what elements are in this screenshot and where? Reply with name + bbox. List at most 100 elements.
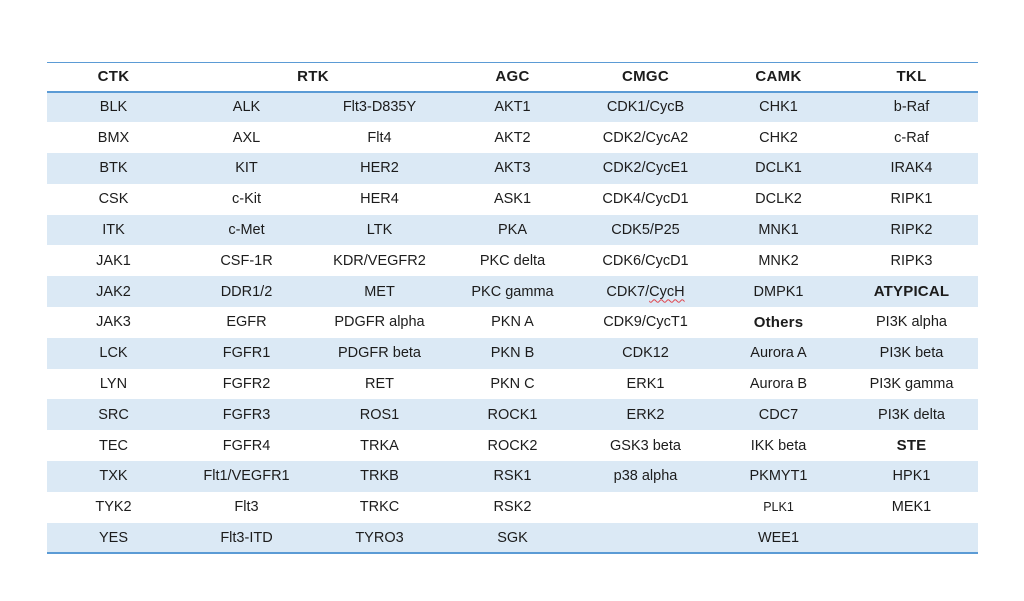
table-cell: MNK1 <box>758 222 799 239</box>
table-cell: TRKB <box>360 468 399 485</box>
table-cell: PKA <box>497 222 527 239</box>
table-cell: CHK2 <box>759 129 798 146</box>
table-cell: HER2 <box>360 160 399 177</box>
table-cell: Flt4 <box>367 129 392 146</box>
column-header-rtk: RTK <box>180 62 446 93</box>
table-cell: MEK1 <box>891 499 932 516</box>
table-cell: SGK <box>497 529 528 546</box>
table-cell: FGFR4 <box>222 437 271 454</box>
table-row: LCK FGFR1 PDGFR beta PKN B CDK12 Aurora A PI3K… <box>47 337 978 369</box>
table-cell: AXL <box>232 129 261 146</box>
table-cell: AKT1 <box>494 99 531 116</box>
table-row: JAK1 CSF-1R KDR/VEGFR2 PKC delta CDK6/CycD1 M… <box>47 245 978 276</box>
spellcheck-underline: CycH <box>649 283 685 300</box>
table-cell: Aurora A <box>750 345 807 362</box>
table-cell: LYN <box>99 376 128 393</box>
table-cell: CDK4/CycD1 <box>602 191 689 208</box>
column-header-tkl: TKL <box>845 62 978 93</box>
table-cell: ERK1 <box>626 376 665 393</box>
column-header-agc: AGC <box>446 62 579 93</box>
table-cell <box>579 492 712 523</box>
table-cell: c-Kit <box>232 191 261 208</box>
table-cell: PDGFR alpha <box>334 314 425 331</box>
table-cell: BTK <box>99 160 128 177</box>
table-cell: RIPK1 <box>890 191 933 208</box>
table-cell: PKN A <box>491 314 534 331</box>
table-body: BLK ALK Flt3-D835Y AKT1 CDK1/CycB CHK1 b-Raf BM… <box>47 91 978 554</box>
table-cell: RSK2 <box>493 499 532 516</box>
table-cell: RIPK3 <box>890 252 933 269</box>
table-cell: AKT2 <box>494 129 531 146</box>
table-row: CSK c-Kit HER4 ASK1 CDK4/CycD1 DCLK2 RIPK1 <box>47 184 978 215</box>
table-cell: PKN C <box>490 376 535 393</box>
table-cell: Aurora B <box>749 376 808 393</box>
table-cell: IKK beta <box>750 437 807 454</box>
table-cell: ERK2 <box>626 406 665 423</box>
table-cell: TEC <box>99 437 128 454</box>
table-cell: DCLK1 <box>755 160 802 177</box>
table-cell: PKC gamma <box>471 283 554 300</box>
table-cell: JAK2 <box>96 283 131 300</box>
table-cell: PKMYT1 <box>749 468 808 485</box>
table-cell: RIPK2 <box>890 222 933 239</box>
table-row: JAK3 EGFR PDGFR alpha PKN A CDK9/CycT1 Others… <box>47 307 978 338</box>
table-cell: CDK9/CycT1 <box>603 314 688 331</box>
table-cell <box>579 523 712 554</box>
table-cell: AKT3 <box>494 160 531 177</box>
table-row: JAK2 DDR1/2 MET PKC gamma CDK7/CycH DMPK1 ATYP… <box>47 276 978 308</box>
table-cell: CDC7 <box>758 406 799 423</box>
table-cell: CDK12 <box>622 345 669 362</box>
table-cell: ALK <box>232 99 261 116</box>
column-header-ctk: CTK <box>47 62 180 93</box>
table-row: BMX AXL Flt4 AKT2 CDK2/CycA2 CHK2 c-Raf <box>47 122 978 153</box>
table-row: LYN FGFR2 RET PKN C ERK1 Aurora B PI3K gamma <box>47 369 978 400</box>
table-cell: PLK1 <box>763 500 794 515</box>
table-cell: JAK1 <box>96 252 131 269</box>
table-cell: TRKA <box>360 437 399 454</box>
table-cell: CDK2/CycA2 <box>602 129 689 146</box>
table-cell: TYK2 <box>95 499 132 516</box>
table-cell: SRC <box>98 406 129 423</box>
table-cell: STE <box>896 437 927 455</box>
table-cell: RET <box>365 376 394 393</box>
table-header-row: CTK RTK AGC CMGC CAMK TKL <box>47 62 978 93</box>
table-cell: Flt3 <box>234 499 259 516</box>
table-cell: c-Met <box>228 222 265 239</box>
table-cell: IRAK4 <box>890 160 933 177</box>
table-cell: WEE1 <box>757 529 800 546</box>
table-cell: TRKC <box>359 499 400 516</box>
table-cell: LTK <box>366 222 393 239</box>
table-cell: LCK <box>99 345 128 362</box>
table-cell: MET <box>364 283 395 300</box>
table-cell: b-Raf <box>893 99 930 116</box>
column-header-camk: CAMK <box>712 62 845 93</box>
table-cell: PDGFR beta <box>338 345 421 362</box>
table-cell: EGFR <box>226 314 267 331</box>
table-cell: FGFR1 <box>222 345 271 362</box>
table-cell: ATYPICAL <box>873 283 950 301</box>
table-cell: CDK7/CycH <box>606 283 685 300</box>
table-cell: DCLK2 <box>755 191 802 208</box>
table-cell: RSK1 <box>493 468 532 485</box>
table-row: BTK KIT HER2 AKT3 CDK2/CycE1 DCLK1 IRAK4 <box>47 153 978 184</box>
table-cell: CDK5/P25 <box>611 222 680 239</box>
table-cell: YES <box>98 529 128 546</box>
kinase-table-container: CTK RTK AGC CMGC CAMK TKL BLK ALK Flt3-D835Y AKT… <box>47 62 978 555</box>
table-row: TYK2 Flt3 TRKC RSK2 PLK1 MEK1 <box>47 492 978 523</box>
column-header-cmgc: CMGC <box>579 62 712 93</box>
table-cell: HPK1 <box>892 468 931 485</box>
table-cell: PI3K delta <box>878 406 945 423</box>
table-cell: Flt1/VEGFR1 <box>203 468 290 485</box>
table-cell: JAK3 <box>96 314 131 331</box>
table-row: ITK c-Met LTK PKA CDK5/P25 MNK1 RIPK2 <box>47 214 978 246</box>
table-row: BLK ALK Flt3-D835Y AKT1 CDK1/CycB CHK1 b-Raf <box>47 91 978 123</box>
table-cell: CHK1 <box>759 99 798 116</box>
table-cell: FGFR2 <box>222 376 271 393</box>
table-cell: CSK <box>98 191 129 208</box>
table-cell: DDR1/2 <box>220 283 273 300</box>
table-cell: GSK3 beta <box>610 437 681 454</box>
table-cell: ITK <box>102 222 125 239</box>
table-cell: CSF-1R <box>220 252 273 269</box>
table-row: YES Flt3-ITD TYRO3 SGK WEE1 <box>47 522 978 554</box>
table-cell: CDK2/CycE1 <box>602 160 689 177</box>
